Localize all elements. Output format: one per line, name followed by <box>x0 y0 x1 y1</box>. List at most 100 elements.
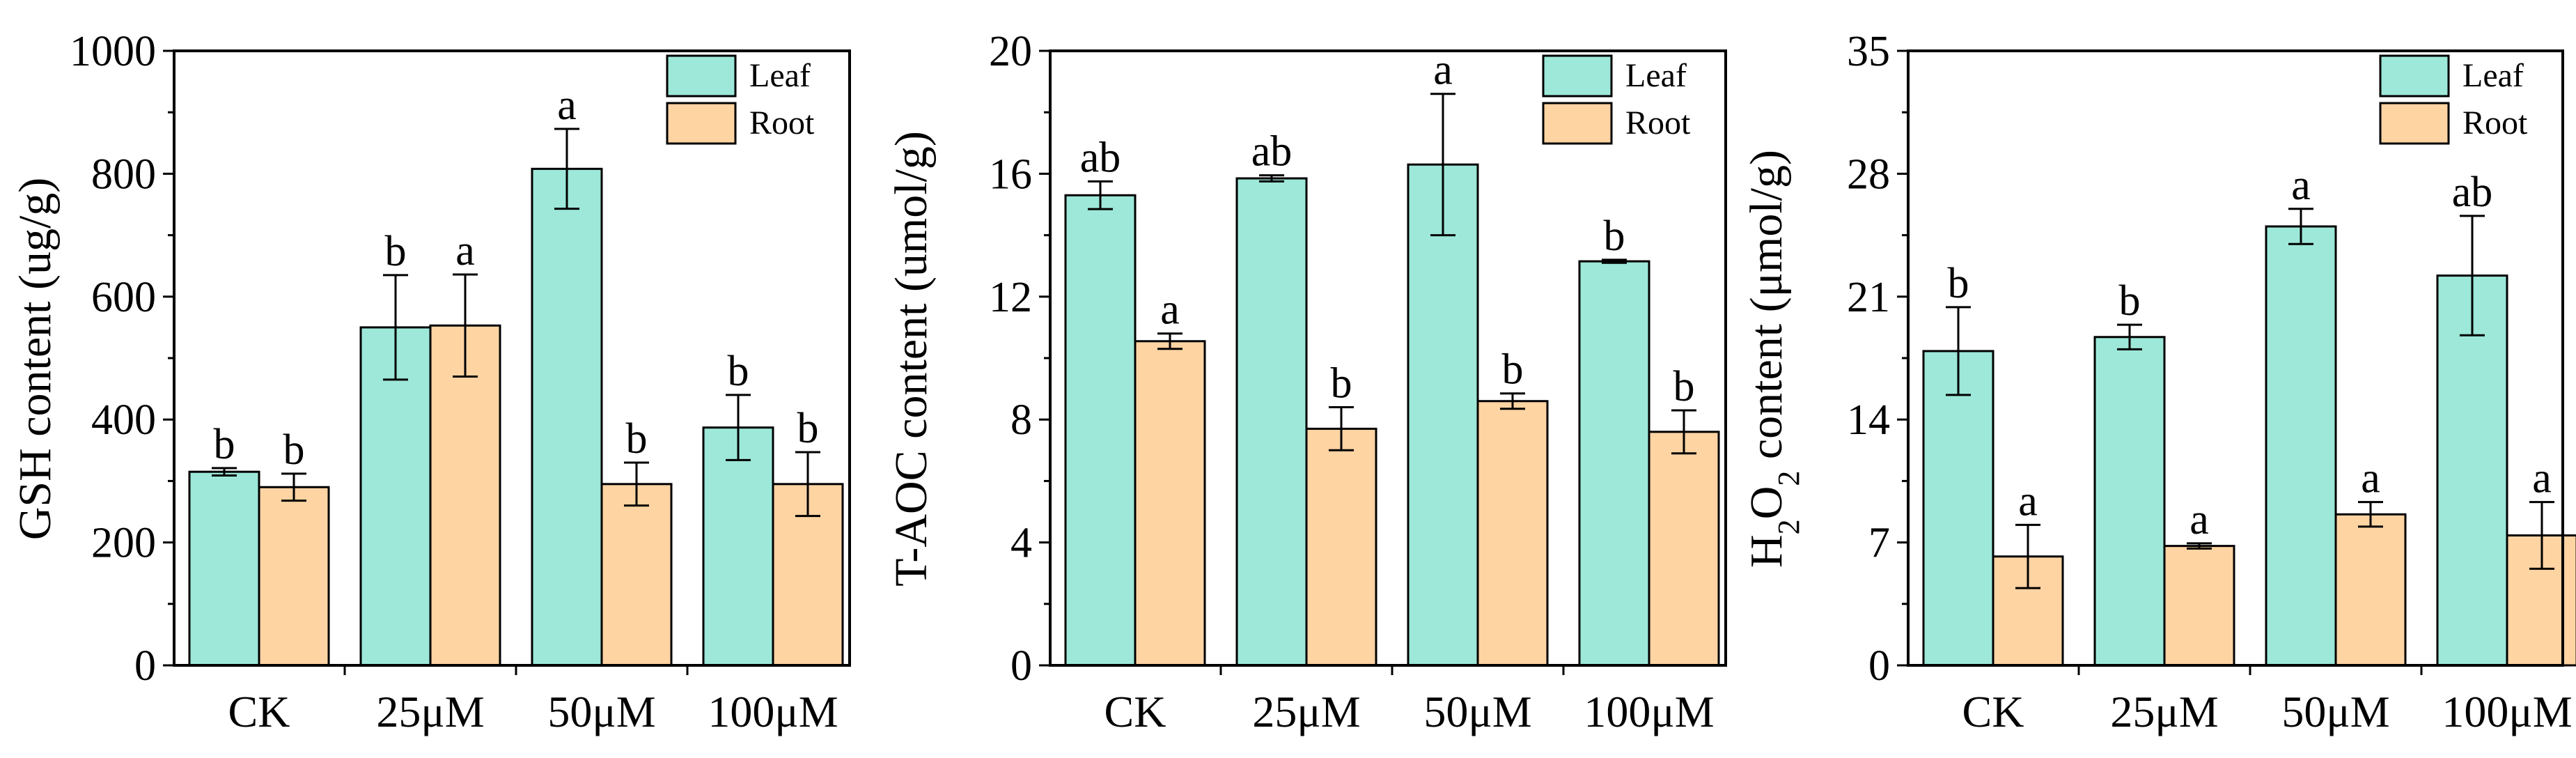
significance-letter-leaf-0: b <box>1948 260 1969 307</box>
bar-root-1 <box>2163 545 2235 667</box>
y-tick-label: 7 <box>1868 520 1890 567</box>
x-tick-label: 50μM <box>2281 687 2389 736</box>
legend-label-root: Root <box>749 105 815 141</box>
legend-swatch-root <box>666 102 737 145</box>
legend-swatch-root <box>2379 102 2450 145</box>
y-title-rest: content (μmol/g) <box>1741 150 1792 471</box>
bar-leaf-2 <box>1407 163 1479 667</box>
legend-label-root: Root <box>1625 105 1691 141</box>
x-tick-label: 100μM <box>2442 687 2572 736</box>
y-tick-label: 0 <box>1868 642 1890 690</box>
y-tick-label: 21 <box>1847 274 1890 321</box>
x-tick-label: 100μM <box>708 687 838 736</box>
legend-swatch-root <box>1542 102 1613 145</box>
bar-root-3 <box>1648 431 1720 667</box>
y-axis-title-gsh: GSH content (ug/g) <box>10 178 61 541</box>
y-title-sub1: 2 <box>1772 519 1806 534</box>
axes-frame <box>1049 49 1727 667</box>
bar-root-0 <box>258 486 330 667</box>
legend-label-leaf: Leaf <box>2462 57 2524 94</box>
bar-root-0 <box>1134 340 1206 667</box>
significance-letter-leaf-3: b <box>1604 212 1625 260</box>
y-tick-label: 12 <box>989 274 1032 321</box>
significance-letter-root-1: a <box>2189 496 2209 543</box>
bar-leaf-3 <box>1578 260 1650 667</box>
y-axis-title-h2o2: H2O2 content (μmol/g) <box>1741 150 1806 568</box>
y-tick-label: 28 <box>1847 150 1890 198</box>
y-title-o: O <box>1741 486 1792 520</box>
significance-letter-root-2: a <box>2361 455 2380 502</box>
y-tick-label: 400 <box>91 396 156 444</box>
legend-swatch-leaf <box>666 54 737 98</box>
y-title-sub2: 2 <box>1772 471 1806 486</box>
x-tick-label: CK <box>1104 687 1166 736</box>
significance-letter-leaf-3: b <box>728 348 749 395</box>
significance-letter-leaf-2: a <box>2291 162 2311 209</box>
y-tick-label: 35 <box>1847 28 1890 75</box>
y-tick-label: 200 <box>91 520 156 567</box>
y-tick-label: 16 <box>989 150 1032 198</box>
bar-leaf-0 <box>1922 350 1995 667</box>
x-tick-label: 50μM <box>547 687 655 736</box>
bar-root-2 <box>600 483 673 667</box>
bar-root-1 <box>1305 427 1377 667</box>
axes-frame <box>1907 49 2564 667</box>
y-tick-label: 0 <box>134 642 156 690</box>
significance-letter-leaf-1: b <box>2119 277 2141 325</box>
panel-gsh: GSH content (ug/g) b b CK b a 25μM a b 50μM b b 100… <box>10 28 851 736</box>
legend-label-root: Root <box>2462 105 2528 141</box>
significance-letter-root-0: a <box>1160 286 1180 334</box>
significance-letter-leaf-1: b <box>385 228 407 275</box>
y-tick-label: 600 <box>91 274 156 321</box>
significance-letter-leaf-2: a <box>1433 47 1453 94</box>
axes-frame <box>173 49 851 667</box>
significance-letter-leaf-1: ab <box>1251 128 1293 176</box>
significance-letter-root-2: b <box>626 415 648 463</box>
significance-letter-root-3: b <box>1673 363 1695 410</box>
significance-letter-root-0: b <box>283 426 305 474</box>
x-tick-label: CK <box>228 687 290 736</box>
x-tick-label: 25μM <box>1252 687 1360 736</box>
legend-label-leaf: Leaf <box>1625 57 1687 94</box>
significance-letter-root-3: a <box>2532 455 2552 502</box>
significance-letter-root-2: b <box>1502 346 1524 394</box>
y-tick-label: 1000 <box>70 28 156 75</box>
significance-letter-root-0: a <box>2018 477 2038 525</box>
significance-letter-root-1: b <box>1331 360 1352 408</box>
significance-letter-leaf-0: ab <box>1080 134 1121 181</box>
significance-letter-root-1: a <box>455 227 475 274</box>
y-tick-label: 800 <box>91 150 156 198</box>
significance-letter-leaf-0: b <box>214 421 235 468</box>
bar-leaf-3 <box>2436 274 2508 667</box>
y-tick-label: 20 <box>989 28 1032 75</box>
y-title-h: H <box>1741 534 1792 568</box>
y-axis-title-taoc: T-AOC content (umol/g) <box>886 131 937 587</box>
y-tick-label: 0 <box>1010 642 1032 690</box>
y-tick-label: 14 <box>1847 396 1890 444</box>
x-tick-label: 100μM <box>1584 687 1714 736</box>
x-tick-label: 50μM <box>1423 687 1531 736</box>
x-tick-label: 25μM <box>2110 687 2218 736</box>
bar-leaf-0 <box>1064 194 1137 667</box>
x-tick-label: 25μM <box>376 687 484 736</box>
bar-leaf-1 <box>2093 336 2166 667</box>
y-tick-label: 8 <box>1010 396 1032 444</box>
panel-taoc: T-AOC content (umol/g) abaCKabb25μMab50μ… <box>886 28 1727 736</box>
x-tick-label: CK <box>1962 687 2024 736</box>
bar-root-2 <box>2334 513 2407 667</box>
significance-letter-leaf-2: a <box>557 82 577 129</box>
bar-leaf-1 <box>1235 177 1308 667</box>
bar-leaf-2 <box>2265 225 2337 667</box>
legend-label-leaf: Leaf <box>749 57 811 94</box>
significance-letter-root-3: b <box>797 405 819 452</box>
panel-h2o2: H2O2 content (μmol/g) baCKba25μMaa50μMab… <box>1741 28 2576 736</box>
bar-leaf-2 <box>531 167 603 667</box>
bar-leaf-0 <box>188 470 260 667</box>
bar-root-2 <box>1476 400 1549 667</box>
y-tick-label: 4 <box>1010 520 1032 567</box>
bar-leaf-3 <box>702 426 774 667</box>
significance-letter-leaf-3: ab <box>2452 169 2493 216</box>
legend-swatch-leaf <box>1542 54 1613 98</box>
legend-swatch-leaf <box>2379 54 2450 98</box>
